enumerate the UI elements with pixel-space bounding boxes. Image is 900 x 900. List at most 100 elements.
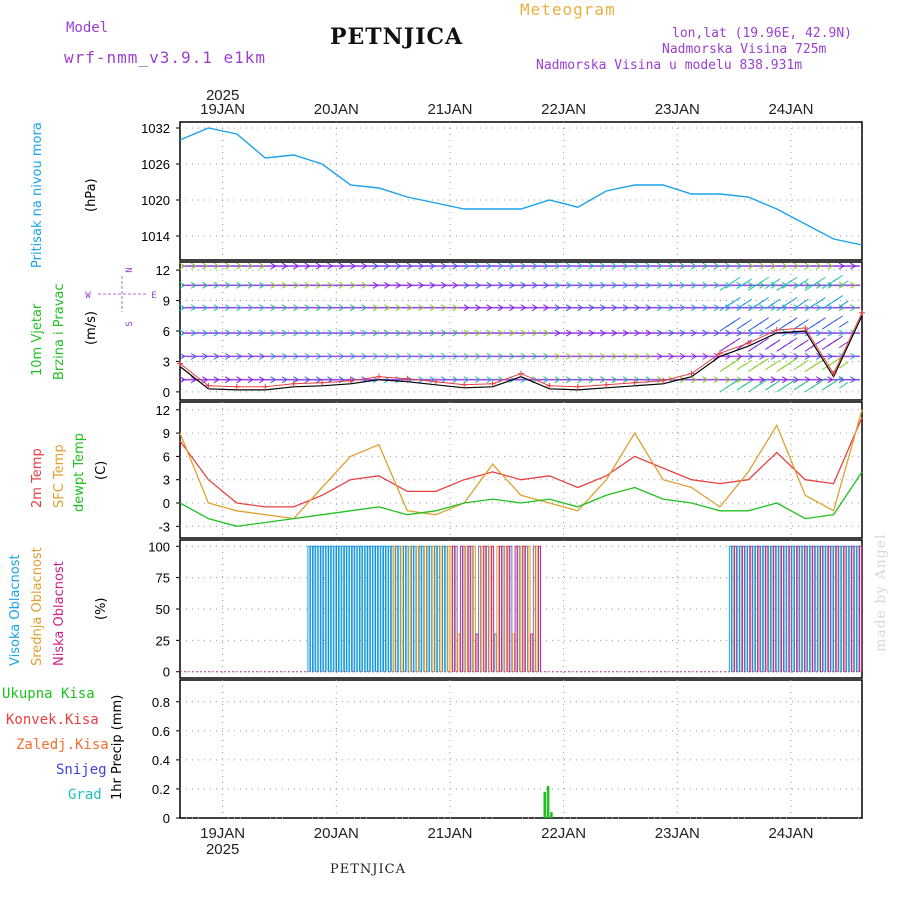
wind-barb	[656, 329, 663, 337]
wind-barb	[372, 281, 379, 289]
cloud-bar	[343, 545, 347, 672]
cloud-bar	[775, 545, 779, 672]
wind-barb	[759, 329, 765, 337]
wind-barb	[213, 352, 220, 360]
wind-barb	[736, 304, 742, 312]
wind-barb	[543, 352, 549, 360]
wind-barb	[418, 329, 424, 337]
wind-barb	[384, 281, 390, 289]
cloud-bar	[522, 545, 526, 672]
wind-barb	[338, 329, 345, 337]
wind-gust-marker	[290, 380, 297, 387]
wind-barb-strong	[742, 319, 752, 326]
wind-barb	[690, 281, 697, 289]
wind-barb-strong	[816, 337, 826, 345]
wind-barb	[702, 281, 708, 289]
wind-gust-marker	[773, 326, 780, 333]
model-elevation-label: Nadmorska Visina u modelu 838.931m	[536, 58, 803, 73]
cloud-bar	[397, 545, 401, 672]
cloud-bar	[410, 545, 414, 672]
wind-barb	[349, 304, 356, 312]
cloud-bar	[853, 545, 857, 672]
wind-barb	[577, 262, 583, 270]
wind-barb	[486, 376, 492, 384]
cloud-bar	[341, 545, 345, 672]
wind-barb	[611, 262, 617, 270]
wind-barb	[679, 329, 686, 337]
wind-barb	[690, 352, 697, 360]
wind-barb	[486, 352, 492, 360]
wind-gust-marker	[518, 370, 524, 377]
wind-barb	[304, 281, 311, 289]
wind-barb	[406, 281, 413, 289]
cloud-bar	[501, 545, 505, 672]
wind-barb	[509, 329, 515, 337]
wind-barb	[702, 329, 708, 337]
cloud-bar	[749, 545, 753, 672]
lonlat-label: lon,lat (19.96E, 42.9N)	[672, 26, 853, 41]
top-day-label: 21JAN	[427, 101, 472, 118]
cloud-bar	[333, 545, 337, 672]
wind-barb	[668, 262, 674, 270]
wind-barb	[327, 262, 333, 270]
wind-barb	[725, 376, 731, 384]
wind-barb	[327, 281, 333, 289]
cloud-bar	[349, 545, 353, 672]
wind-barb-strong	[799, 278, 809, 286]
cloud-tick-label: 100	[148, 539, 170, 554]
wind-barb	[338, 262, 345, 270]
cloud-bar	[375, 545, 379, 672]
wind-barb	[270, 262, 276, 270]
cloud-bar	[320, 545, 324, 672]
wind-barb-strong	[787, 317, 798, 325]
wind-barb	[793, 262, 799, 270]
cloud-bar	[493, 633, 497, 672]
wind-barb	[395, 304, 401, 312]
wind-barb-strong	[833, 315, 843, 323]
cloud-bar	[765, 545, 769, 672]
wind-barb	[418, 352, 424, 360]
wind-barb	[475, 262, 481, 270]
wind-barb	[440, 262, 447, 270]
wind-tick-label: 9	[163, 294, 170, 309]
temp-line-0	[179, 417, 863, 508]
wind-barb	[679, 376, 686, 384]
wind-barb	[429, 262, 436, 270]
wind-barb	[259, 352, 265, 360]
wind-barb	[770, 352, 777, 360]
wind-gust-marker	[802, 324, 809, 331]
temp-line-2	[179, 471, 863, 527]
cloud-bar	[817, 545, 821, 672]
wind-barb	[281, 329, 288, 337]
bottom-day-label: 19JAN	[200, 825, 245, 842]
wind-barb	[577, 304, 583, 312]
wind-barb	[452, 262, 458, 270]
cloud-bar	[388, 545, 392, 672]
pressure-tick-label: 1032	[141, 121, 170, 136]
wind-barb	[588, 304, 595, 312]
compass-east: E	[151, 291, 156, 301]
meteogram-title: Meteogram	[520, 0, 616, 19]
cloud-bar	[833, 545, 837, 672]
wind-barb	[543, 304, 549, 312]
compass-cross	[98, 276, 148, 312]
wind-barb-strong	[742, 278, 752, 286]
bottom-day-label: 23JAN	[655, 825, 700, 842]
cloud-bar	[323, 545, 327, 672]
wind-barb-strong	[799, 379, 809, 387]
cloud-bar	[403, 545, 407, 672]
wind-barb	[429, 304, 436, 312]
wind-barb	[406, 304, 413, 312]
wind-barb	[349, 352, 356, 360]
wind-barb-strong	[833, 274, 843, 282]
wind-barb-strong	[799, 298, 809, 306]
wind-barb	[725, 329, 731, 337]
cloud-bar	[362, 545, 366, 672]
top-day-label: 22JAN	[541, 101, 586, 118]
cloud-bar	[418, 545, 422, 672]
cloud-bar	[794, 545, 798, 672]
cloud-bar	[413, 545, 417, 672]
cloud-bar	[498, 545, 502, 672]
wind-barb	[622, 329, 629, 337]
cloud-bar	[359, 545, 363, 672]
